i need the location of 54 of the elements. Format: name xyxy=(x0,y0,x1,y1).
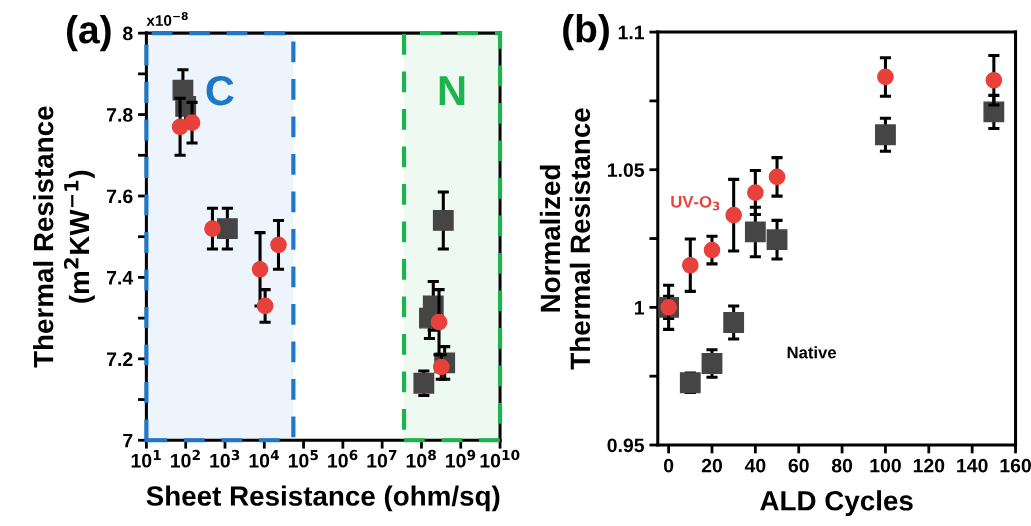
x-axis-title: ALD Cycles xyxy=(760,490,913,517)
y-axis-title: Normalized Thermal Resistance xyxy=(539,108,591,370)
point xyxy=(985,71,1003,89)
chart-title: (b) xyxy=(563,13,609,51)
point xyxy=(681,256,699,274)
y-tick-label: 7.8 xyxy=(107,108,133,122)
y-tick-label: 7.6 xyxy=(107,189,133,204)
point xyxy=(701,353,723,374)
x-tick-label: 120 xyxy=(913,458,945,473)
y-tick-label: 1 xyxy=(634,301,645,315)
x-tick-label: 10$^{7}$ xyxy=(367,450,397,468)
x-tick-label: 10$^{4}$ xyxy=(249,450,279,468)
y-tick-label: 7.4 xyxy=(107,271,134,285)
chart-title: (a) xyxy=(67,15,111,52)
band-label: N xyxy=(439,76,465,105)
band-label: C xyxy=(206,75,234,106)
x-tick-label: 40 xyxy=(744,458,766,473)
x-tick-label: 0 xyxy=(663,458,674,473)
y-tick-label: 7.2 xyxy=(107,352,133,366)
point xyxy=(768,168,786,186)
y-tick-label: 1.05 xyxy=(607,163,645,177)
point xyxy=(877,68,894,86)
point xyxy=(766,229,788,251)
x-tick-label: 10$^{2}$ xyxy=(170,449,200,468)
text: x10$^{−8}$ xyxy=(146,11,188,26)
y-tick-label: 0.95 xyxy=(607,438,645,453)
series-label: UV-O$_{3}$ xyxy=(671,195,720,211)
x-tick-label: 10$^{9}$ xyxy=(446,449,476,468)
x-tick-label: 10$^{5}$ xyxy=(288,450,318,468)
x-tick-label: 10$^{8}$ xyxy=(406,449,436,468)
x-tick-label: 100 xyxy=(870,458,901,473)
point xyxy=(723,312,745,333)
y-axis-title: Thermal Resistance (m$^{2}$KW$^{−1}$) xyxy=(33,106,95,368)
x-tick-label: 60 xyxy=(788,458,809,473)
x-tick-label: 10$^{3}$ xyxy=(210,449,240,468)
text: Native xyxy=(787,346,837,359)
point xyxy=(747,184,764,201)
x-tick-label: 10$^{6}$ xyxy=(328,449,358,468)
point xyxy=(679,372,701,394)
point xyxy=(725,206,742,224)
point xyxy=(703,241,721,259)
x-tick-label: 140 xyxy=(957,458,988,473)
point xyxy=(983,101,1005,123)
y-tick-label: 8 xyxy=(123,26,133,41)
x-tick-label: 160 xyxy=(1000,458,1031,473)
y-tick-label: 1.1 xyxy=(618,25,645,40)
point xyxy=(875,124,896,146)
x-tick-label: 10$^{1}$ xyxy=(131,450,161,468)
x-tick-label: 20 xyxy=(701,458,722,473)
x-axis-title: Sheet Resistance (ohm/sq) xyxy=(146,485,500,512)
y-tick-label: 7 xyxy=(123,433,133,448)
x-tick-label: 10$^{10}$ xyxy=(480,449,520,468)
x-tick-label: 80 xyxy=(831,458,853,473)
point xyxy=(744,221,766,243)
